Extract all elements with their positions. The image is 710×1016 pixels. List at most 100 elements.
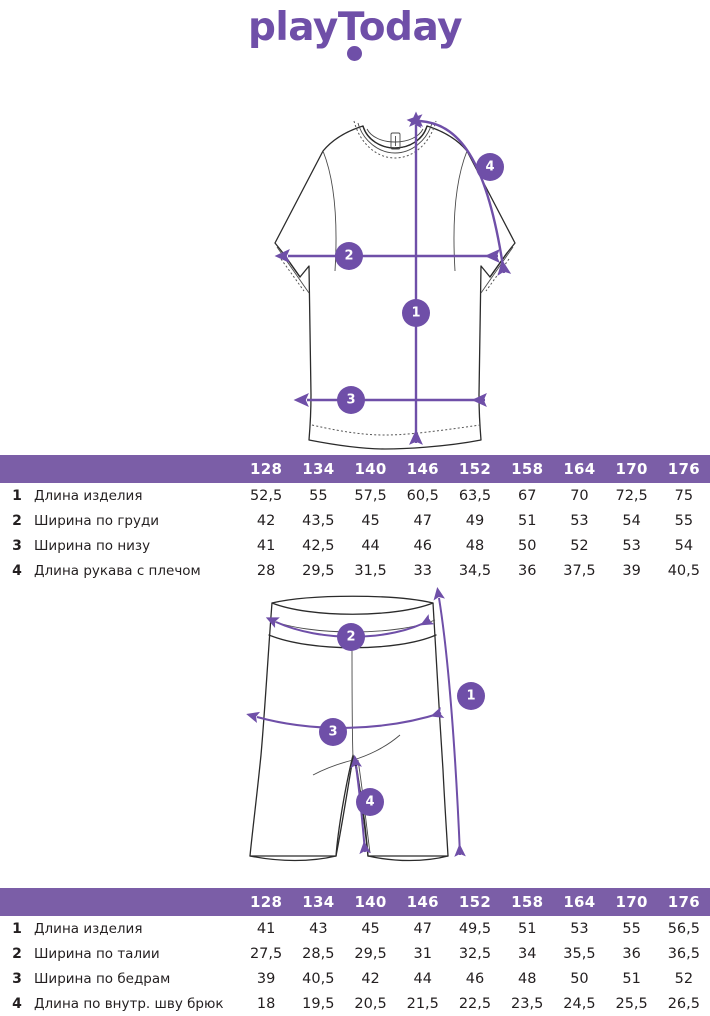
cell: 37,5: [563, 562, 596, 579]
cell: 42: [256, 512, 276, 529]
t-shirt-hem-stitch: [311, 424, 481, 436]
badge-2-circle: [337, 623, 365, 651]
badge-1-circle: [402, 299, 430, 327]
cell: 29,5: [354, 945, 387, 962]
cell: 52: [570, 537, 589, 554]
shorts-center-seam: [351, 643, 354, 759]
cell: 63,5: [458, 487, 492, 504]
cell: 25,5: [615, 995, 648, 1012]
badge-3-label: 3: [328, 725, 337, 740]
badge-4-circle: [476, 153, 504, 181]
measurement-line-3: 3: [246, 706, 445, 746]
t-shirt-left-cuff: [276, 246, 310, 294]
measurement-line-4: 4: [406, 114, 512, 276]
cell: 50: [517, 537, 537, 554]
t-shirt-technical-drawing: 1 2 3 4: [195, 95, 575, 455]
cell: 44: [413, 970, 432, 987]
tshirt-size-header: 176: [667, 460, 700, 478]
shorts-size-header: 158: [511, 893, 544, 911]
cell: 57,5: [354, 487, 387, 504]
cell: 49,5: [458, 920, 492, 937]
cell: 34: [517, 945, 537, 962]
shorts-size-header: 140: [354, 893, 387, 911]
row-number: 1: [12, 920, 22, 937]
tshirt-size-header: 140: [354, 460, 387, 478]
cell: 40,5: [302, 970, 335, 987]
cell: 31: [413, 945, 432, 962]
shorts-size-header: 128: [250, 893, 283, 911]
cell: 67: [517, 487, 537, 504]
table-row: 1 Длина изделия 52,5 55 57,5 60,5 63,5 6…: [0, 483, 710, 508]
cell: 72,5: [615, 487, 648, 504]
cell: 51: [517, 512, 537, 529]
cell: 19,5: [302, 995, 335, 1012]
measurement-line-2: 2: [265, 614, 435, 651]
row-label: Ширина по талии: [34, 945, 160, 962]
tshirt-size-header: 170: [615, 460, 648, 478]
cell: 53: [622, 537, 641, 554]
row-label: Ширина по груди: [34, 512, 160, 529]
t-shirt-right-cuff: [480, 246, 514, 294]
cell: 24,5: [563, 995, 596, 1012]
cell: 22,5: [458, 995, 492, 1012]
shorts-size-header: 134: [302, 893, 335, 911]
table-row: 4 Длина рукава с плечом 28 29,5 31,5 33 …: [0, 558, 710, 583]
row-number: 1: [12, 487, 22, 504]
cell: 26,5: [667, 995, 700, 1012]
badge-1-label: 1: [466, 689, 475, 704]
cell: 31,5: [354, 562, 387, 579]
shorts-size-header: 170: [615, 893, 648, 911]
table-row: 3 Ширина по низу 41 42,5 44 46 48 50 52 …: [0, 533, 710, 558]
badge-4-circle: [356, 788, 384, 816]
row-label: Длина по внутр. шву брюк: [34, 995, 224, 1012]
table-row: 1 Длина изделия 41 43 45 47 49,5 51 53 5…: [0, 916, 710, 941]
measurement-line-3: 3: [293, 386, 487, 414]
cell: 43: [309, 920, 328, 937]
cell: 54: [674, 537, 694, 554]
row-label: Ширина по бедрам: [34, 970, 171, 987]
cell: 47: [413, 512, 432, 529]
cell: 29,5: [302, 562, 335, 579]
row-label: Длина изделия: [34, 920, 143, 937]
cell: 39: [622, 562, 641, 579]
brand-logo-dot: [347, 46, 362, 61]
shorts-header-sizes: 128 134 140 146 152 158 164 170 176: [240, 893, 710, 911]
row-label: Ширина по низу: [34, 537, 151, 554]
shorts-technical-drawing: 1 2 3 4: [225, 580, 525, 880]
badge-4-label: 4: [365, 795, 374, 810]
brand-logo: playToday: [0, 8, 710, 61]
row-label: Длина изделия: [34, 487, 143, 504]
cell: 40,5: [667, 562, 700, 579]
cell: 42: [361, 970, 380, 987]
cell: 55: [309, 487, 328, 504]
cell: 50: [570, 970, 589, 987]
badge-2-label: 2: [344, 249, 353, 264]
cell: 46: [465, 970, 485, 987]
badge-3-label: 3: [346, 393, 355, 408]
cell: 60,5: [406, 487, 439, 504]
row-number: 2: [12, 512, 22, 529]
cell: 36: [622, 945, 641, 962]
shorts-size-header: 146: [406, 893, 439, 911]
cell: 48: [517, 970, 537, 987]
table-row: 2 Ширина по талии 27,5 28,5 29,5 31 32,5…: [0, 941, 710, 966]
cell: 53: [570, 920, 589, 937]
cell: 52: [674, 970, 694, 987]
cell: 55: [622, 920, 641, 937]
cell: 32,5: [458, 945, 492, 962]
cell: 56,5: [667, 920, 700, 937]
tshirt-size-header: 164: [563, 460, 596, 478]
tshirt-size-header: 158: [511, 460, 544, 478]
cell: 41: [256, 920, 276, 937]
tshirt-table-header: 128 134 140 146 152 158 164 170 176: [0, 455, 710, 483]
cell: 70: [570, 487, 589, 504]
badge-3-circle: [337, 386, 365, 414]
cell: 36,5: [667, 945, 700, 962]
measurement-line-1: 1: [433, 586, 485, 857]
shorts-size-header: 164: [563, 893, 596, 911]
cell: 55: [674, 512, 694, 529]
cell: 54: [622, 512, 641, 529]
badge-2-label: 2: [346, 630, 355, 645]
tshirt-size-header: 146: [406, 460, 439, 478]
cell: 27,5: [249, 945, 283, 962]
